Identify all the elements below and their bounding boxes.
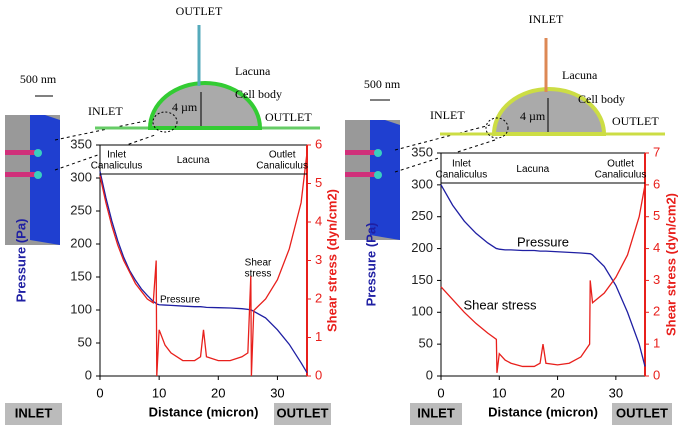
- y-tick-label: 250: [70, 202, 92, 217]
- y2-tick-label: 6: [315, 136, 322, 151]
- endpoint-label: INLET: [417, 405, 455, 420]
- endpoint-label: OUTLET: [616, 405, 668, 420]
- x-tick-label: 10: [492, 385, 506, 400]
- plot-area: [441, 153, 645, 376]
- series-label: Pressure: [517, 234, 569, 249]
- y2-tick-label: 1: [315, 329, 322, 344]
- endpoint-label: OUTLET: [277, 405, 329, 420]
- y-tick-label: 0: [85, 367, 92, 382]
- x-tick-label: 0: [437, 385, 444, 400]
- inset-node: [374, 149, 382, 157]
- y-tick-label: 200: [411, 240, 433, 255]
- x-tick-label: 30: [609, 385, 623, 400]
- plot-area: [100, 145, 307, 376]
- endpoint-label: INLET: [15, 405, 53, 420]
- y2-tick-label: 3: [315, 252, 322, 267]
- y2-tick-label: 3: [653, 272, 660, 287]
- label: INLET: [430, 108, 465, 122]
- inset-node: [374, 171, 382, 179]
- x-tick-label: 0: [96, 385, 103, 400]
- label: OUTLET: [176, 4, 223, 18]
- label: 4 µm: [520, 109, 546, 123]
- region-label: Lacuna: [516, 164, 549, 175]
- y-tick-label: 350: [411, 144, 433, 159]
- x-tick-label: 30: [270, 385, 284, 400]
- y2-tick-label: 6: [653, 176, 660, 191]
- y-tick-label: 50: [419, 336, 433, 351]
- y2-tick-label: 2: [653, 304, 660, 319]
- y-tick-label: 50: [78, 334, 92, 349]
- scale-label: 500 nm: [364, 77, 401, 91]
- y-tick-label: 350: [70, 136, 92, 151]
- y-tick-label: 0: [426, 367, 433, 382]
- x-axis-label: Distance (micron): [488, 404, 598, 419]
- y2-tick-label: 4: [653, 240, 660, 255]
- y-axis-label: Pressure (Pa): [13, 219, 28, 303]
- y2-tick-label: 0: [315, 367, 322, 382]
- y2-tick-label: 0: [653, 367, 660, 382]
- label: Cell body: [578, 92, 625, 106]
- y2-tick-label: 2: [315, 290, 322, 305]
- x-axis-label: Distance (micron): [149, 404, 259, 419]
- zoom-line: [55, 120, 150, 140]
- y-tick-label: 100: [70, 301, 92, 316]
- x-tick-label: 10: [152, 385, 166, 400]
- x-tick-label: 20: [211, 385, 225, 400]
- y2-axis-label: Shear stress (dyn/cm2): [324, 189, 339, 332]
- series-label: Shear stress: [464, 297, 537, 312]
- label: INLET: [529, 12, 564, 26]
- y-tick-label: 150: [70, 268, 92, 283]
- inset-node: [34, 149, 42, 157]
- y-tick-label: 150: [411, 272, 433, 287]
- label: 4 µm: [172, 100, 198, 114]
- region-label: Lacuna: [177, 155, 210, 166]
- label: OUTLET: [612, 114, 659, 128]
- series-label: Pressure: [160, 295, 200, 306]
- inset-wall: [370, 120, 400, 240]
- y-tick-label: 300: [411, 176, 433, 191]
- x-tick-label: 20: [550, 385, 564, 400]
- label: Cell body: [235, 87, 282, 101]
- label: Lacuna: [235, 64, 271, 78]
- y2-tick-label: 5: [315, 175, 322, 190]
- y-tick-label: 300: [70, 169, 92, 184]
- figure: 500 nm OUTLET Lacuna Cell body 4 µm INLE…: [0, 0, 681, 427]
- y-tick-label: 100: [411, 304, 433, 319]
- label: OUTLET: [265, 110, 312, 124]
- scale-label: 500 nm: [20, 72, 57, 86]
- inset-node: [34, 171, 42, 179]
- label: INLET: [88, 104, 123, 118]
- inset-wall: [30, 115, 60, 245]
- y-axis-label: Pressure (Pa): [363, 223, 378, 307]
- y2-tick-label: 1: [653, 336, 660, 351]
- y2-tick-label: 4: [315, 213, 322, 228]
- y-tick-label: 200: [70, 235, 92, 250]
- y2-tick-label: 5: [653, 208, 660, 223]
- label: Lacuna: [562, 68, 598, 82]
- y2-axis-label: Shear stress (dyn/cm2): [663, 193, 678, 336]
- y-tick-label: 250: [411, 208, 433, 223]
- y2-tick-label: 7: [653, 144, 660, 159]
